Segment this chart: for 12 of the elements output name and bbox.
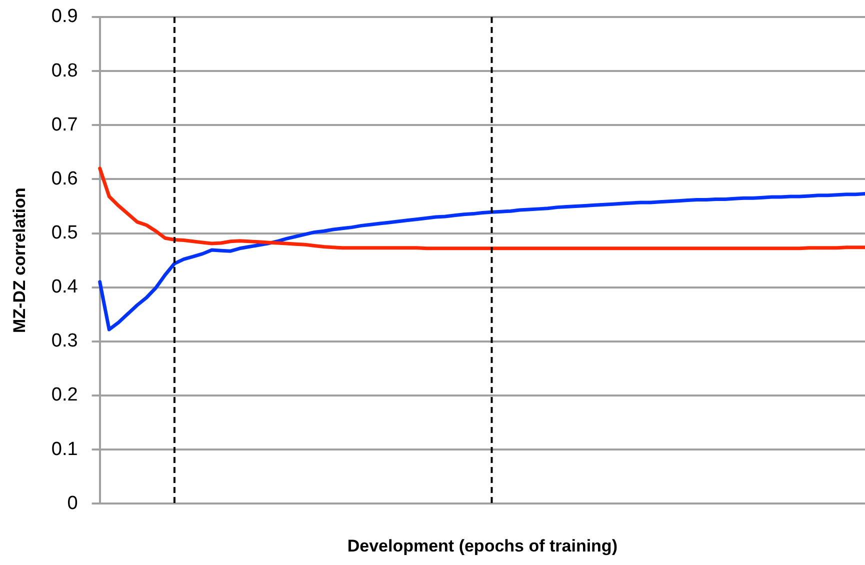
y-tick-label: 0.9: [51, 6, 78, 28]
y-tick-label: 0.4: [51, 276, 78, 298]
y-tick-label: 0.8: [51, 60, 78, 82]
y-axis-title: MZ-DZ correlation: [10, 188, 29, 334]
x-axis-title: Development (epochs of training): [347, 536, 618, 556]
y-tick-label: 0.6: [51, 168, 78, 190]
y-tick-label: 0.3: [51, 330, 78, 352]
y-tick-label: 0.5: [51, 222, 78, 244]
y-tick-label: 0.7: [51, 114, 78, 136]
y-tick-label: 0.1: [51, 438, 78, 460]
y-tick-label: 0.2: [51, 384, 78, 406]
y-tick-label: 0: [67, 492, 78, 514]
